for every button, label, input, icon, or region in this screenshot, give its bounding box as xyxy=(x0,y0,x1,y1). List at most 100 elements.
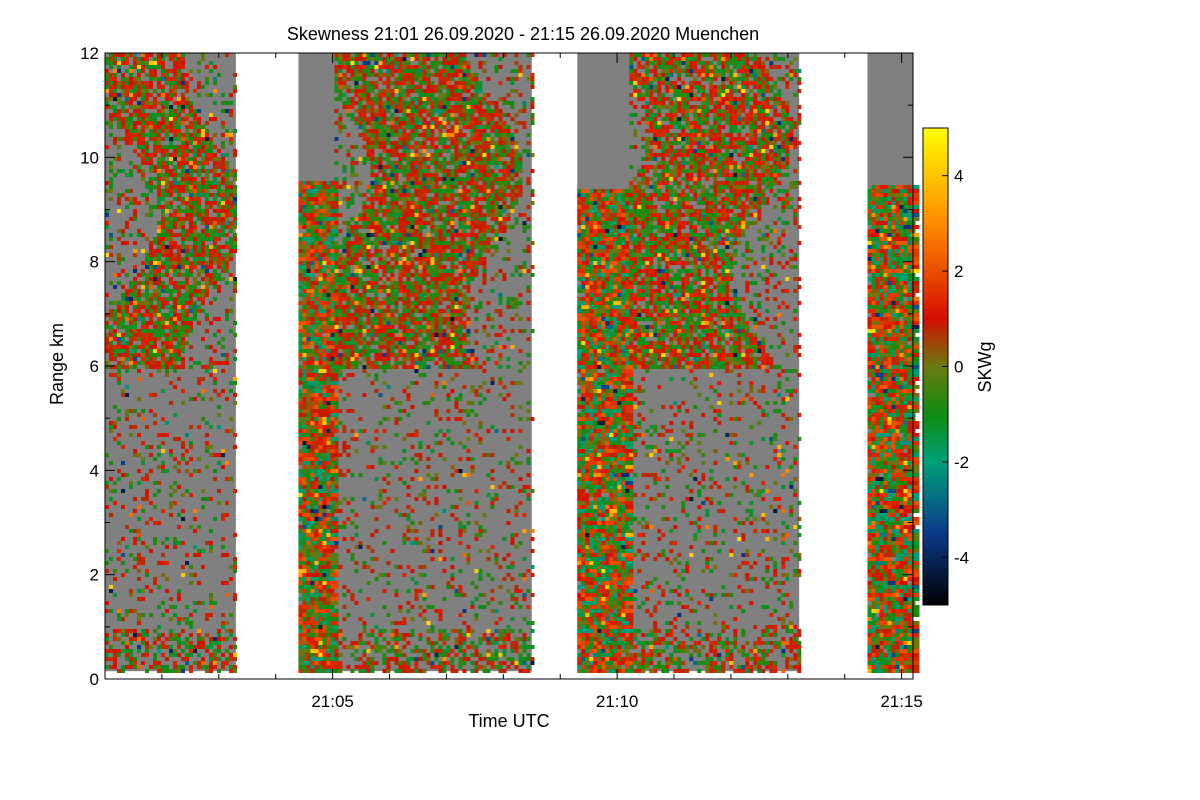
heatmap-cell xyxy=(398,101,403,105)
heatmap-cell xyxy=(117,541,121,545)
heatmap-cell xyxy=(366,129,371,133)
heatmap-cell xyxy=(362,221,367,225)
heatmap-cell xyxy=(334,441,339,445)
heatmap-cell xyxy=(113,309,117,313)
heatmap-cell xyxy=(197,209,201,213)
heatmap-cell xyxy=(358,53,363,57)
heatmap-cell xyxy=(189,261,193,265)
heatmap-cell xyxy=(318,557,327,561)
heatmap-cell xyxy=(225,257,229,261)
heatmap-cell xyxy=(165,69,169,73)
heatmap-cell xyxy=(193,241,197,245)
heatmap-cell xyxy=(181,97,185,101)
heatmap-cell xyxy=(386,101,391,105)
heatmap-cell xyxy=(374,277,379,281)
heatmap-cell xyxy=(197,653,201,657)
heatmap-cell xyxy=(177,461,181,465)
heatmap-cell xyxy=(414,221,419,225)
heatmap-cell xyxy=(133,297,137,301)
heatmap-cell xyxy=(117,229,121,233)
heatmap-cell xyxy=(205,345,209,349)
heatmap-cell xyxy=(113,81,117,85)
heatmap-cell xyxy=(109,197,113,201)
heatmap-cell xyxy=(330,473,339,477)
heatmap-cell xyxy=(342,321,347,325)
heatmap-cell xyxy=(366,249,371,253)
heatmap-cell xyxy=(177,181,181,185)
heatmap-cell xyxy=(197,121,201,125)
heatmap-cell xyxy=(410,241,415,245)
heatmap-cell xyxy=(390,133,395,137)
heatmap-cell xyxy=(402,309,407,313)
heatmap-cell xyxy=(406,385,411,389)
heatmap-cell xyxy=(318,405,327,409)
heatmap-cell xyxy=(221,233,225,237)
heatmap-cell xyxy=(161,237,165,241)
heatmap-cell xyxy=(161,669,165,673)
heatmap-cell xyxy=(189,209,193,213)
heatmap-cell xyxy=(173,349,177,353)
heatmap-cell xyxy=(129,161,133,165)
heatmap-cell xyxy=(137,517,141,521)
heatmap-cell xyxy=(153,113,157,117)
heatmap-cell xyxy=(314,657,323,661)
heatmap-cell xyxy=(225,657,229,661)
heatmap-cell xyxy=(181,273,185,277)
heatmap-cell xyxy=(129,333,133,337)
heatmap-cell xyxy=(149,73,153,77)
heatmap-cell xyxy=(338,305,343,309)
heatmap-cell xyxy=(334,57,339,61)
heatmap-cell xyxy=(394,421,399,425)
heatmap-cell xyxy=(354,93,359,97)
heatmap-cell xyxy=(109,237,113,241)
heatmap-cell xyxy=(382,313,387,317)
heatmap-cell xyxy=(157,161,161,165)
heatmap-cell xyxy=(197,377,201,381)
heatmap-cell xyxy=(221,265,225,269)
heatmap-cell xyxy=(402,637,407,641)
heatmap-cell xyxy=(181,65,185,69)
heatmap-cell xyxy=(201,265,205,269)
heatmap-cell xyxy=(406,125,411,129)
heatmap-cell xyxy=(153,521,157,525)
heatmap-cell xyxy=(185,181,189,185)
heatmap-cell xyxy=(362,117,367,121)
heatmap-cell xyxy=(161,73,165,77)
heatmap-cell xyxy=(374,357,379,361)
heatmap-cell xyxy=(181,229,185,233)
heatmap-cell xyxy=(342,345,347,349)
heatmap-cell xyxy=(334,525,339,529)
heatmap-cell xyxy=(229,201,233,205)
heatmap-cell xyxy=(193,293,197,297)
heatmap-cell xyxy=(394,109,399,113)
heatmap-cell xyxy=(137,645,141,649)
heatmap-cell xyxy=(117,117,121,121)
heatmap-cell xyxy=(149,77,153,81)
heatmap-cell xyxy=(346,69,351,73)
heatmap-cell xyxy=(165,133,169,137)
heatmap-cell xyxy=(209,145,213,149)
heatmap-cell xyxy=(330,553,339,557)
heatmap-cell xyxy=(233,197,237,201)
heatmap-cell xyxy=(366,361,371,365)
heatmap-cell xyxy=(350,297,355,301)
heatmap-cell xyxy=(197,269,201,273)
heatmap-cell xyxy=(105,85,109,89)
heatmap-cell xyxy=(157,561,161,565)
heatmap-cell xyxy=(205,189,209,193)
heatmap-cell xyxy=(161,357,165,361)
heatmap-cell xyxy=(181,105,185,109)
heatmap-cell xyxy=(358,641,363,645)
heatmap-cell xyxy=(414,341,419,345)
heatmap-cell xyxy=(354,309,359,313)
heatmap-cell xyxy=(229,109,233,113)
heatmap-cell xyxy=(145,73,149,77)
heatmap-cell xyxy=(149,85,153,89)
heatmap-cell xyxy=(141,125,145,129)
heatmap-cell xyxy=(193,261,197,265)
heatmap-cell xyxy=(386,89,391,93)
heatmap-cell xyxy=(418,141,423,145)
heatmap-cell xyxy=(113,109,117,113)
heatmap-cell xyxy=(177,209,181,213)
heatmap-cell xyxy=(386,333,391,337)
